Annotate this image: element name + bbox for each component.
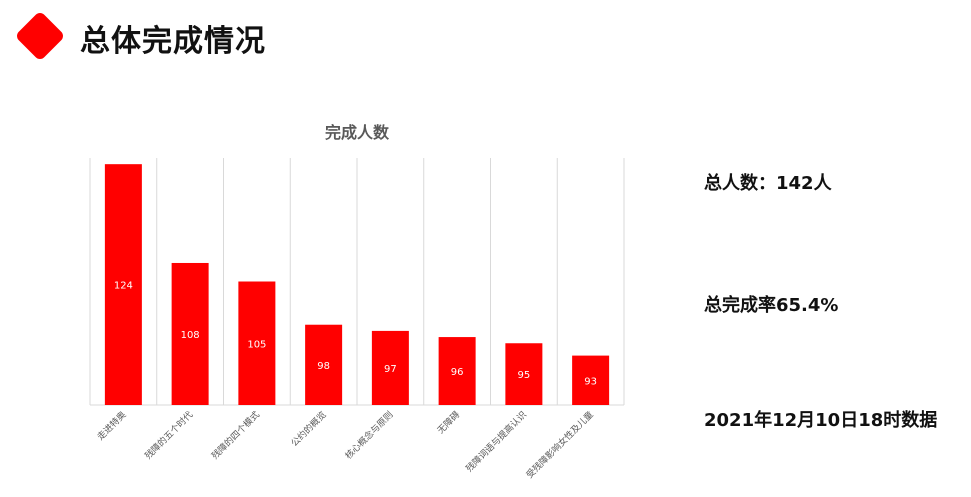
- data-label: 105: [247, 339, 266, 350]
- chart-bars: [104, 164, 610, 405]
- data-label: 97: [384, 364, 397, 375]
- bar: [305, 324, 343, 405]
- x-tick-label: 核心概念与原则: [342, 409, 395, 462]
- chart-x-ticks: 走进特奥 残障的五个时代 残障的四个模式 公约的概览 核心概念与原则 无障碍 残障词语与提高…: [95, 409, 596, 481]
- x-tick-label: 受残障影响女性及儿童: [524, 409, 596, 481]
- bar: [171, 262, 209, 405]
- x-tick-label: 无障碍: [435, 409, 463, 437]
- x-tick-label: 残障的五个时代: [142, 409, 195, 462]
- x-tick-label: 残障词语与提高认识: [463, 409, 529, 475]
- bar: [238, 281, 276, 405]
- total-count-text: 总人数：142人: [704, 173, 832, 194]
- bar: [104, 164, 142, 405]
- chart-gridlines: [89, 158, 625, 406]
- completion-bar-chart: 完成人数 124 108 105 98 97 96 95 93 走进特奥 残障的五个时代 残障的四…: [89, 123, 625, 481]
- bar: [438, 337, 476, 405]
- data-label: 124: [114, 281, 133, 292]
- page-title: 总体完成情况: [80, 24, 266, 59]
- completion-rate-text: 总完成率65.4%: [704, 295, 839, 316]
- data-label: 96: [451, 367, 464, 378]
- bar: [505, 343, 543, 405]
- data-timestamp-text: 2021年12月10日18时数据: [704, 410, 938, 431]
- data-label: 93: [584, 376, 597, 387]
- bar: [572, 355, 610, 405]
- chart-title: 完成人数: [325, 123, 390, 142]
- chart-data-labels: 124 108 105 98 97 96 95 93: [114, 281, 597, 388]
- data-label: 98: [317, 361, 330, 372]
- bar: [371, 330, 409, 405]
- x-tick-label: 公约的概览: [288, 409, 328, 449]
- x-tick-label: 残障的四个模式: [209, 409, 262, 462]
- x-tick-label: 走进特奥: [95, 409, 129, 443]
- data-label: 108: [181, 330, 200, 341]
- data-label: 95: [518, 370, 531, 381]
